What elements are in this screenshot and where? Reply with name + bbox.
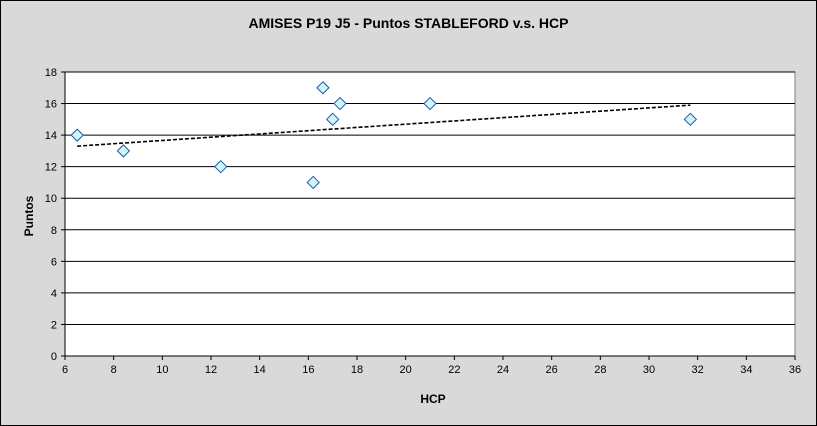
x-tick-label-16: 16 bbox=[302, 364, 314, 376]
trendline bbox=[77, 104, 691, 147]
data-point-6 bbox=[333, 96, 347, 111]
y-tick-label-14: 14 bbox=[45, 130, 57, 142]
x-tick-label-30: 30 bbox=[643, 364, 655, 376]
x-tick-label-10: 10 bbox=[156, 364, 168, 376]
y-tick-label-8: 8 bbox=[51, 225, 57, 237]
chart-title: AMISES P19 J5 - Puntos STABLEFORD v.s. H… bbox=[248, 15, 569, 31]
x-tick-label-32: 32 bbox=[692, 364, 704, 376]
x-tick-label-26: 26 bbox=[546, 364, 558, 376]
trendline-layer bbox=[77, 104, 691, 147]
data-point-0 bbox=[70, 128, 84, 142]
data-point-4 bbox=[316, 81, 330, 95]
y-tick-label-6: 6 bbox=[51, 256, 57, 268]
x-tick-label-28: 28 bbox=[594, 364, 606, 376]
data-point-7 bbox=[423, 96, 437, 111]
y-tick-label-0: 0 bbox=[51, 351, 57, 363]
data-point-5 bbox=[325, 112, 340, 127]
x-tick-label-12: 12 bbox=[205, 364, 217, 376]
y-tick-label-16: 16 bbox=[45, 99, 57, 111]
x-axis-title: HCP bbox=[420, 392, 445, 406]
y-tick-label-12: 12 bbox=[45, 162, 57, 174]
y-tick-label-4: 4 bbox=[51, 288, 57, 300]
data-point-1 bbox=[116, 144, 131, 158]
x-tick-label-14: 14 bbox=[254, 364, 266, 376]
x-tick-label-20: 20 bbox=[400, 364, 412, 376]
x-tick-label-36: 36 bbox=[789, 364, 801, 376]
gridlines bbox=[65, 71, 795, 325]
data-points bbox=[70, 81, 698, 190]
y-tick-label-10: 10 bbox=[45, 193, 57, 205]
y-tick-label-18: 18 bbox=[45, 67, 57, 79]
data-point-3 bbox=[306, 175, 320, 190]
axes bbox=[61, 71, 796, 360]
y-axis-title: Puntos bbox=[22, 195, 36, 236]
data-point-8 bbox=[683, 112, 698, 127]
data-point-2 bbox=[214, 159, 228, 174]
y-tick-label-2: 2 bbox=[51, 319, 57, 331]
plot-background bbox=[64, 71, 796, 357]
x-tick-label-18: 18 bbox=[351, 364, 363, 376]
x-tick-label-24: 24 bbox=[497, 364, 509, 376]
x-tick-label-8: 8 bbox=[111, 364, 117, 376]
x-tick-label-6: 6 bbox=[62, 364, 68, 376]
x-tick-label-22: 22 bbox=[448, 364, 460, 376]
x-tick-label-34: 34 bbox=[740, 364, 752, 376]
